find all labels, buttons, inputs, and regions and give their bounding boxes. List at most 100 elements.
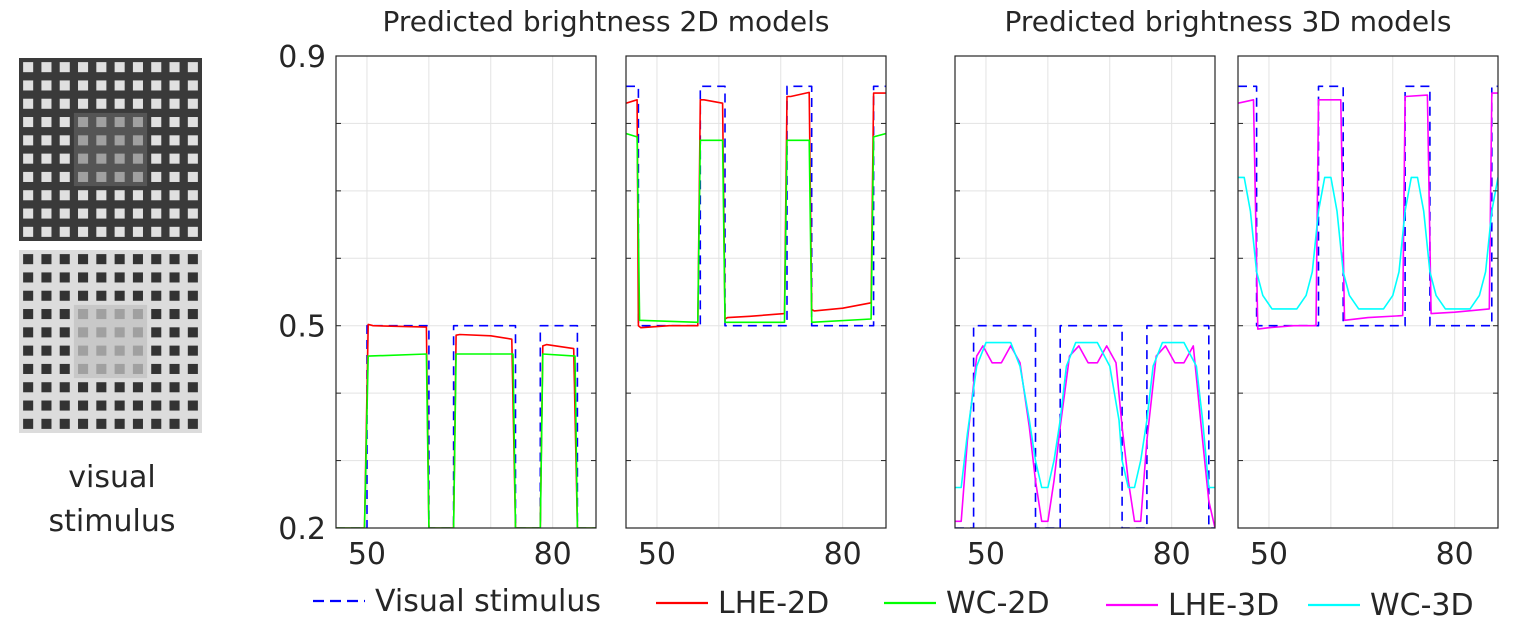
legend: Visual stimulus LHE-2D WC-2D LHE-3D WC-3D [313, 584, 1474, 623]
stimulus-square [187, 226, 198, 237]
plot-background [626, 56, 886, 528]
stimulus-square [151, 98, 162, 109]
stimulus-square [169, 208, 180, 219]
stimulus-square [169, 290, 180, 301]
stimulus-square [96, 80, 107, 91]
stimulus-square [187, 135, 198, 146]
stimulus-square [41, 254, 52, 265]
plots: 50 80 0.2 0.5 0.9 50 80 50 80 50 80 [278, 40, 1499, 572]
axes-box [954, 55, 1216, 529]
stimulus-square [59, 80, 70, 91]
stimulus-square [132, 226, 143, 237]
stimulus-square [132, 254, 143, 265]
stimulus-square [169, 62, 180, 73]
stimulus-square [23, 327, 34, 338]
stimulus-square [78, 290, 89, 301]
stimulus-square [187, 327, 198, 338]
stimulus-square [187, 62, 198, 73]
series-line-visual-stimulus [955, 324, 1215, 528]
stimulus-square [132, 363, 143, 374]
stimulus-square [96, 153, 107, 164]
stimulus-square [41, 382, 52, 393]
stimulus-square [78, 190, 89, 201]
stimulus-square [41, 190, 52, 201]
stimulus-square [114, 171, 125, 182]
legend-label: WC-2D [946, 586, 1050, 621]
stimulus-square [96, 418, 107, 429]
plot-panel-3: 50 80 [954, 55, 1216, 572]
stimulus-square [151, 345, 162, 356]
series-line-wc-3d [1238, 176, 1498, 310]
axes-box [1237, 55, 1499, 529]
series-line-visual-stimulus [626, 85, 886, 327]
stimulus-square [96, 135, 107, 146]
stimulus-square [114, 190, 125, 201]
stimulus-square [78, 135, 89, 146]
stimulus-square [187, 80, 198, 91]
stimulus-square [151, 418, 162, 429]
stimulus-square [59, 98, 70, 109]
stimulus-square [132, 272, 143, 283]
stimulus-square [41, 345, 52, 356]
stimulus-square [59, 62, 70, 73]
stimulus-square [59, 190, 70, 201]
stimulus-square [114, 208, 125, 219]
x-tick-label: 50 [638, 537, 676, 572]
stimulus-caption-line2: stimulus [49, 504, 176, 539]
x-tick-label: 80 [534, 537, 572, 572]
stimulus-square [132, 400, 143, 411]
stimulus-square [132, 98, 143, 109]
series-group [955, 324, 1215, 528]
stimulus-square [187, 382, 198, 393]
title-3d-models: Predicted brightness 3D models [1004, 5, 1451, 38]
stimulus-square [169, 98, 180, 109]
stimulus-square [96, 382, 107, 393]
stimulus-square [41, 272, 52, 283]
stimulus-square [41, 309, 52, 320]
stimulus-square [151, 208, 162, 219]
x-tick-label: 80 [824, 537, 862, 572]
stimulus-square [151, 226, 162, 237]
stimulus-caption-line1: visual [68, 460, 155, 495]
plot-panel-1: 50 80 0.2 0.5 0.9 [278, 40, 597, 572]
stimulus-square [132, 418, 143, 429]
stimulus-square [23, 117, 34, 128]
x-tick-label: 50 [348, 537, 386, 572]
legend-label: WC-3D [1370, 588, 1474, 623]
stimulus-square [23, 135, 34, 146]
stimulus-square [59, 290, 70, 301]
stimulus-square [187, 290, 198, 301]
series-group [626, 85, 886, 329]
stimulus-square [78, 272, 89, 283]
stimulus-square [151, 309, 162, 320]
stimulus-square [169, 80, 180, 91]
stimulus-square [96, 290, 107, 301]
axes-box [625, 55, 887, 529]
visual-stimulus-panel: visual stimulus [19, 58, 202, 539]
stimulus-square [59, 363, 70, 374]
series-group [1238, 85, 1498, 330]
stimulus-square [169, 418, 180, 429]
stimulus-square [169, 272, 180, 283]
stimulus-square [114, 363, 125, 374]
stimulus-square [187, 309, 198, 320]
stimulus-square [59, 327, 70, 338]
stimulus-square [41, 62, 52, 73]
stimulus-square [78, 171, 89, 182]
stimulus-square [59, 345, 70, 356]
stimulus-square [23, 309, 34, 320]
series-line-lhe-3d [1238, 92, 1498, 330]
plot-panel-2: 50 80 [625, 55, 887, 572]
series-line-wc-2d [626, 132, 886, 324]
stimulus-square [23, 171, 34, 182]
stimulus-square [169, 135, 180, 146]
stimulus-square [151, 400, 162, 411]
stimulus-square [151, 254, 162, 265]
legend-item-wc-3d: WC-3D [1308, 588, 1474, 623]
stimulus-square [169, 153, 180, 164]
stimulus-square [78, 254, 89, 265]
legend-item-lhe-3d: LHE-3D [1106, 588, 1279, 623]
legend-label: LHE-3D [1168, 588, 1279, 623]
stimulus-square [78, 62, 89, 73]
